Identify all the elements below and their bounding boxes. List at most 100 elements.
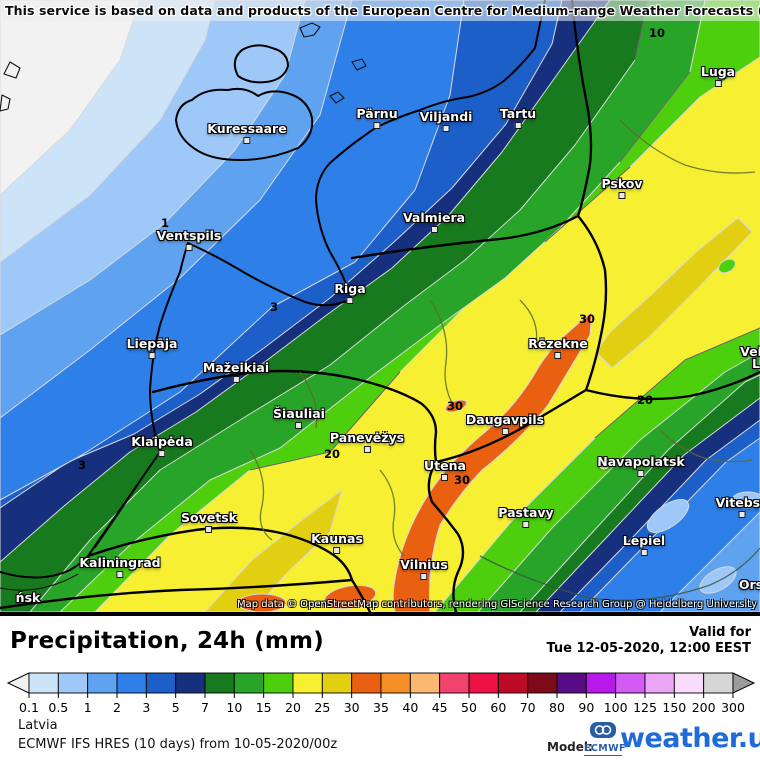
band-light-patch	[699, 566, 737, 594]
border-latvia-lithuania	[151, 369, 438, 464]
service-notice-bar: This service is based on data and produc…	[0, 0, 760, 21]
legend-cell	[439, 672, 470, 694]
legend-tick-label: 150	[662, 700, 686, 715]
band-green-spot	[718, 258, 736, 274]
island-saaremaa	[175, 87, 314, 161]
small-islands	[0, 22, 367, 112]
band-orange-spot	[323, 584, 377, 610]
legend-cell	[87, 672, 118, 694]
legend-cell	[263, 672, 294, 694]
legend-tick-label: 200	[692, 700, 716, 715]
legend-cell	[585, 672, 617, 694]
legend-cell	[497, 672, 529, 694]
legend-cell	[145, 672, 177, 694]
island-hiiumaa	[233, 44, 289, 84]
legend-tick-label: 25	[314, 700, 330, 715]
border-estonia-latvia	[350, 214, 580, 260]
legend-tick-label: 20	[285, 700, 301, 715]
legend-cell	[57, 672, 89, 694]
legend-cell	[116, 672, 147, 694]
legend-tick-label: 60	[490, 700, 506, 715]
ecmwf-logo-text: ECMWF	[584, 743, 626, 756]
legend-tick-label: 5	[172, 700, 180, 715]
legend-tick-label: 90	[578, 700, 594, 715]
color-scale-legend: 0.1 0.5 1 2 3 5 7 10 15 20 25 30 35 40 45 50 60 70 80 90 100…	[6, 672, 756, 715]
legend-cell	[409, 672, 441, 694]
band-light-patch	[731, 491, 760, 509]
legend-cell	[468, 672, 499, 694]
legend-tick-label: 3	[142, 700, 150, 715]
ecmwf-logo-mark	[590, 722, 616, 738]
admin-border	[379, 469, 405, 557]
legend-cell	[321, 672, 353, 694]
weather-us-logo[interactable]: weather.us ™	[620, 716, 760, 760]
legend-cell	[615, 672, 646, 694]
model-label: Model:	[547, 740, 593, 754]
legend-panel: Precipitation, 24h (mm) Valid for Tue 12…	[0, 616, 760, 760]
legend-tick-label: 0.5	[48, 700, 68, 715]
legend-arrow-right	[732, 672, 756, 694]
legend-tick-label: 30	[344, 700, 360, 715]
legend-tick-label: 1	[84, 700, 92, 715]
weather-us-text: weather.us	[620, 722, 760, 754]
legend-cell	[175, 672, 206, 694]
legend-cell	[204, 672, 235, 694]
legend-cell	[380, 672, 411, 694]
admin-border	[429, 299, 456, 409]
legend-tick-label: 35	[373, 700, 389, 715]
legend-tick-label: 50	[461, 700, 477, 715]
legend-cell	[527, 672, 558, 694]
legend-tick-label: 45	[432, 700, 448, 715]
legend-cell	[28, 672, 59, 694]
legend-cell	[292, 672, 323, 694]
region-label: Latvia	[18, 718, 58, 733]
ecmwf-logo[interactable]: ECMWF	[584, 722, 626, 756]
valid-for-label: Valid for	[689, 625, 751, 640]
admin-border	[659, 429, 753, 463]
border-kaliningrad-lithuania	[86, 526, 354, 582]
band-light-corner-se	[659, 511, 760, 612]
legend-tick-label: 40	[402, 700, 418, 715]
legend-cell	[703, 672, 734, 694]
admin-border	[249, 449, 273, 541]
service-notice-text: This service is based on data and produc…	[5, 3, 760, 18]
valid-time-block: Valid for Tue 12-05-2020, 12:00 EEST	[546, 625, 751, 657]
band-mustard	[595, 217, 753, 369]
legend-cell	[644, 672, 675, 694]
legend-tick-label: 15	[256, 700, 272, 715]
legend-tick-label: 100	[604, 700, 628, 715]
map-attribution: Map data © OpenStreetMap contributors, r…	[237, 599, 757, 610]
border-russia-west	[570, 0, 608, 392]
admin-border	[619, 119, 756, 174]
border-kaliningrad-poland	[0, 578, 372, 612]
map-canvas	[0, 0, 760, 612]
contour-line-20	[249, 166, 631, 471]
band-orange-main	[392, 311, 593, 612]
legend-tick-label: 70	[520, 700, 536, 715]
band-orange-spot	[445, 399, 467, 413]
legend-tick-label: 300	[721, 700, 745, 715]
legend-tick-label: 10	[226, 700, 242, 715]
border-russia-belarus	[584, 370, 760, 401]
legend-arrow-left	[6, 672, 30, 694]
band-light-patch	[646, 499, 690, 533]
model-run-label: ECMWF IFS HRES (10 days) from 10-05-2020…	[18, 737, 338, 752]
yellow-dot	[598, 458, 610, 470]
legend-tick-label: 2	[113, 700, 121, 715]
legend-tick-label: 125	[633, 700, 657, 715]
legend-cell	[556, 672, 587, 694]
border-lithuania-belarus	[427, 460, 465, 612]
legend-cell	[673, 672, 705, 694]
coastline-baltic	[0, 0, 546, 579]
legend-tick-label: 7	[201, 700, 209, 715]
border-latvia-belarus	[434, 388, 588, 464]
legend-cell	[233, 672, 265, 694]
precipitation-map[interactable]: This service is based on data and produc…	[0, 0, 760, 616]
coastline-lagoons	[0, 454, 159, 591]
admin-border	[519, 299, 538, 345]
admin-border	[299, 371, 318, 429]
contour-line-20-se	[594, 327, 760, 439]
page-title: Precipitation, 24h (mm)	[10, 628, 324, 654]
legend-cell	[351, 672, 382, 694]
